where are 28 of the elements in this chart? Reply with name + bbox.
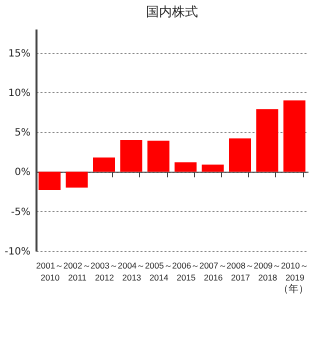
bar — [93, 157, 115, 172]
x-tick-label: 2003～ 2012 — [90, 260, 118, 282]
bar — [120, 140, 142, 172]
x-tick-label: 2009～ 2018 — [254, 260, 282, 282]
x-axis-title: （年） — [278, 283, 308, 295]
x-tick-label: 2006～ 2015 — [172, 260, 200, 282]
y-tick-label: -5% — [11, 206, 30, 218]
x-tick-label: 2008～ 2017 — [226, 260, 254, 282]
x-tick-label: 2002～ 2011 — [63, 260, 92, 282]
bar — [202, 164, 224, 172]
y-tick-label: -10% — [4, 246, 30, 258]
y-tick-label: 15% — [8, 48, 30, 60]
x-tick-label: 2010～ 2019 — [280, 260, 309, 282]
x-tick-label: 2004～ 2013 — [118, 260, 146, 282]
y-tick-label: 5% — [14, 128, 30, 139]
chart-title: 国内株式 — [146, 5, 198, 20]
bar — [256, 109, 278, 172]
y-tick-label: 10% — [8, 88, 30, 99]
bar — [229, 138, 251, 172]
bar — [38, 172, 61, 190]
x-tick-label: 2001～ 2010 — [36, 260, 64, 282]
bar — [174, 162, 197, 172]
bar — [66, 172, 88, 188]
bar — [283, 100, 306, 172]
x-tick-label: 2007～ 2016 — [199, 260, 228, 282]
bar — [147, 140, 170, 172]
y-tick-label: 0% — [14, 167, 30, 178]
x-tick-label: 2005～ 2014 — [144, 260, 173, 282]
